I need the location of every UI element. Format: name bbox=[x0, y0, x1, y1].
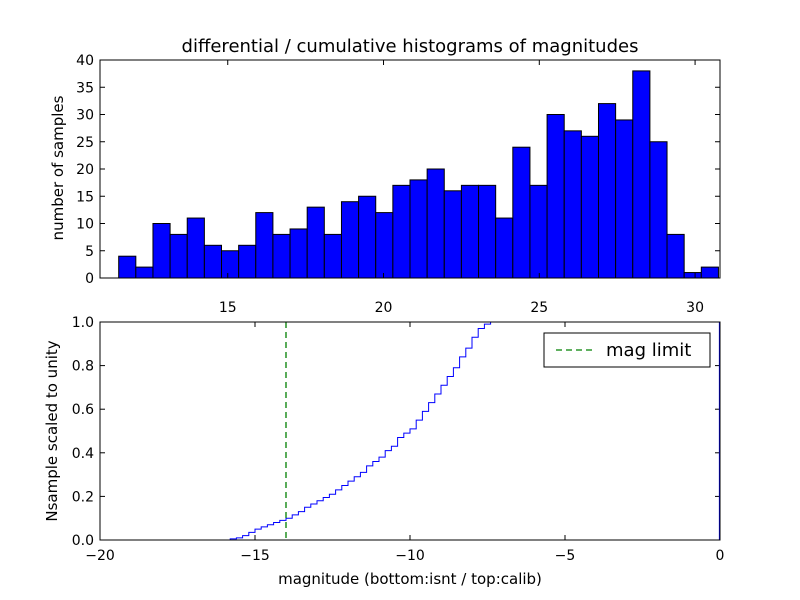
histogram-bar bbox=[495, 217, 514, 279]
x-axis-label: magnitude (bottom:isnt / top:calib) bbox=[278, 570, 542, 588]
histogram-bar bbox=[221, 250, 240, 279]
y-tick-label: 0.2 bbox=[72, 489, 94, 505]
histogram-plot-frame bbox=[99, 59, 721, 279]
x-tick-label: −15 bbox=[240, 548, 270, 564]
x-tick-label: −5 bbox=[555, 548, 576, 564]
y-tick-label: 35 bbox=[76, 80, 94, 96]
x-tick-label: 30 bbox=[686, 300, 704, 316]
histogram-bar bbox=[529, 184, 548, 279]
y-tick-label: 0.0 bbox=[72, 533, 94, 549]
histogram-bar bbox=[409, 179, 428, 279]
histogram-bar bbox=[186, 217, 205, 279]
histogram-bar bbox=[118, 255, 137, 279]
chart-title: differential / cumulative histograms of … bbox=[182, 36, 639, 57]
y-tick-label: 15 bbox=[76, 189, 94, 205]
histogram-bar bbox=[563, 130, 582, 279]
histogram-bar bbox=[632, 70, 651, 279]
y-tick-label: 1.0 bbox=[72, 315, 94, 331]
y-tick-label: 30 bbox=[76, 108, 94, 124]
histogram-bar bbox=[340, 201, 360, 279]
histogram-bar bbox=[272, 233, 291, 279]
y-tick-label: 25 bbox=[76, 135, 94, 151]
histogram-bar bbox=[546, 114, 565, 279]
histogram-bar bbox=[255, 212, 274, 279]
histogram-bar bbox=[649, 141, 668, 279]
histogram-panel: differential / cumulative histograms of … bbox=[49, 36, 721, 316]
legend-label: mag limit bbox=[606, 340, 691, 361]
histogram-bar bbox=[443, 190, 462, 279]
y-tick-label: 5 bbox=[85, 244, 94, 260]
histogram-bar bbox=[392, 184, 411, 279]
histogram-bar bbox=[135, 266, 154, 279]
y-tick-label: 20 bbox=[76, 162, 94, 178]
y-tick-label: 0.4 bbox=[72, 446, 94, 462]
histogram-bar bbox=[152, 223, 171, 279]
histogram-bar bbox=[238, 244, 257, 279]
histogram-bar bbox=[289, 228, 308, 279]
x-tick-label: 25 bbox=[530, 300, 548, 316]
histogram-bar bbox=[683, 272, 702, 279]
y-tick-label: 0 bbox=[85, 271, 94, 287]
histogram-bar bbox=[323, 233, 342, 279]
legend: mag limit bbox=[543, 332, 711, 368]
y-tick-label: 40 bbox=[76, 53, 94, 69]
histogram-bar bbox=[358, 195, 377, 279]
y-axis-label: Nsample scaled to unity bbox=[43, 340, 61, 521]
histogram-ticks: 0 5 10 15 20 25 30 35 40 15 20 25 30 bbox=[76, 53, 720, 316]
y-tick-label: 0.6 bbox=[72, 402, 94, 418]
histogram-bar bbox=[700, 266, 719, 279]
histogram-bar bbox=[203, 244, 223, 279]
histogram-bar bbox=[512, 146, 531, 279]
histogram-bar bbox=[169, 233, 188, 279]
histogram-bar bbox=[666, 233, 685, 279]
histogram-bar bbox=[426, 168, 445, 279]
legend-box bbox=[543, 332, 711, 368]
histogram-bar bbox=[460, 184, 480, 279]
x-tick-label: −10 bbox=[395, 548, 425, 564]
cumulative-ticks: 0.0 0.2 0.4 0.6 0.8 1.0 −20 −15 −10 −5 0 bbox=[72, 315, 725, 564]
y-axis-label: number of samples bbox=[49, 95, 67, 240]
cumulative-step-line bbox=[100, 321, 720, 541]
x-tick-label: 0 bbox=[716, 548, 725, 564]
x-tick-label: 20 bbox=[375, 300, 393, 316]
y-tick-label: 10 bbox=[76, 217, 94, 233]
cumulative-plot-frame bbox=[99, 321, 721, 541]
histogram-bar bbox=[478, 184, 497, 279]
y-tick-label: 0.8 bbox=[72, 359, 94, 375]
histogram-bar bbox=[375, 212, 394, 279]
histogram-bar bbox=[580, 135, 599, 279]
x-tick-label: 15 bbox=[219, 300, 237, 316]
x-tick-label: −20 bbox=[85, 548, 115, 564]
histogram-bar bbox=[615, 119, 634, 279]
histogram-bars bbox=[118, 70, 719, 279]
histogram-bar bbox=[597, 103, 617, 279]
cumulative-panel: Nsample scaled to unity magnitude (botto… bbox=[43, 315, 724, 588]
histogram-bar bbox=[306, 206, 325, 279]
